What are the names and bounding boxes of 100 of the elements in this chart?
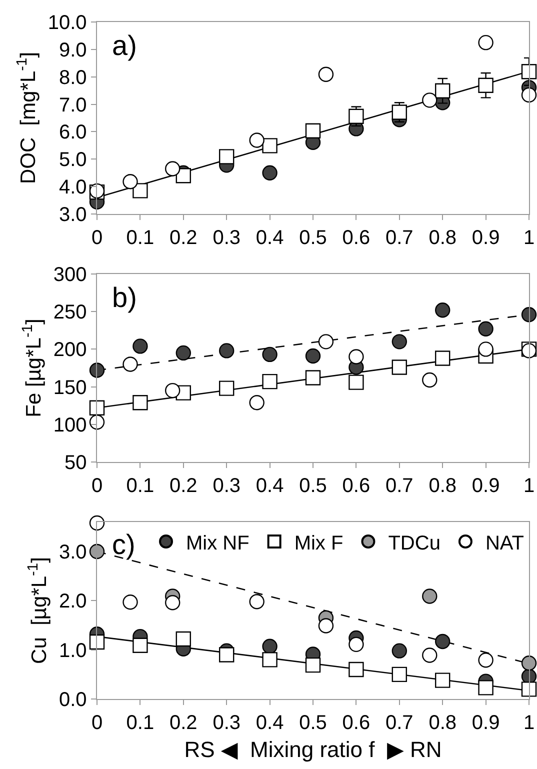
point (435, 83, 450, 98)
x-tick-label: 0.8 (428, 227, 457, 250)
point (262, 374, 278, 390)
legend-label: TDCu (388, 532, 440, 554)
x-axis-title: RS ◀ Mixing ratio f ▶ RN (184, 737, 442, 762)
point (478, 680, 494, 696)
legend-label: Mix NF (186, 532, 250, 554)
point (132, 638, 148, 654)
x-tick-label: 0.6 (342, 227, 370, 250)
y-tick-label: 0.0 (58, 689, 87, 711)
point (318, 618, 334, 634)
x-tick-label: 0.1 (126, 475, 154, 498)
point (219, 343, 234, 358)
x-tick-label: 0.3 (212, 227, 241, 250)
point (348, 636, 364, 652)
y-tick-label: 50 (64, 452, 87, 474)
x-tick-label: 0.2 (169, 227, 198, 250)
point (219, 380, 234, 396)
x-tick-label: 0.1 (126, 227, 154, 250)
y-tick-label: 9.0 (58, 39, 87, 62)
x-tick-label: 0.2 (169, 712, 198, 734)
x-tick-label: 0.7 (385, 227, 414, 250)
x-tick-label: 0.8 (428, 712, 457, 734)
point (521, 64, 537, 80)
x-tick-label: 0.4 (256, 227, 284, 250)
x-tick-label: 0.3 (212, 712, 241, 734)
point (165, 595, 180, 610)
x-tick-label: 1 (523, 227, 535, 250)
point (305, 657, 321, 673)
point (478, 321, 494, 336)
point (435, 302, 450, 318)
legend-label: NAT (485, 532, 524, 554)
point (422, 588, 438, 604)
point (521, 682, 537, 697)
x-tick-label: 0.5 (299, 712, 327, 734)
point (89, 400, 105, 416)
x-tick-label: 1 (523, 475, 535, 498)
x-tick-label: 0.5 (299, 475, 327, 498)
x-tick-label: 0.7 (385, 475, 414, 498)
x-tick-label: 0 (91, 227, 103, 250)
x-tick-label: 0.3 (212, 475, 241, 498)
x-tick-label: 0.4 (256, 712, 284, 734)
y-tick-label: 4.0 (58, 176, 87, 199)
x-tick-label: 0.1 (126, 712, 154, 734)
x-tick-label: 0 (91, 712, 103, 734)
y-tick-label: 8.0 (58, 66, 87, 89)
point (392, 334, 407, 350)
x-tick-label: 0.8 (428, 475, 457, 498)
point (89, 362, 105, 378)
point (132, 394, 148, 410)
y-tick-label: 2.0 (58, 590, 87, 613)
x-tick-label: 0.2 (169, 475, 198, 498)
y-tick-label: 100 (53, 414, 87, 436)
annotation: b) (112, 282, 137, 313)
legend-label: Mix F (294, 532, 344, 554)
y-tick-label: 1.0 (58, 640, 87, 662)
point (392, 643, 407, 658)
x-tick-label: 0.6 (342, 475, 370, 498)
point (219, 149, 234, 164)
point (435, 672, 450, 688)
x-tick-label: 0.9 (472, 475, 500, 498)
y-tick-label: 3.0 (58, 542, 87, 564)
point (392, 666, 407, 682)
x-tick-label: 0.6 (342, 712, 370, 734)
point (521, 87, 537, 103)
point (262, 138, 278, 154)
y-tick-label: 150 (53, 376, 87, 399)
point (219, 647, 234, 662)
point (478, 78, 494, 93)
point (392, 360, 407, 375)
y-tick-label: 250 (53, 302, 87, 324)
x-tick-label: 1 (523, 712, 535, 734)
x-tick-label: 0 (91, 475, 103, 498)
point (435, 634, 450, 650)
x-tick-label: 0.9 (472, 712, 500, 734)
point (262, 346, 278, 362)
point (305, 370, 321, 386)
point (262, 652, 278, 668)
x-tick-label: 0.7 (385, 712, 414, 734)
point (348, 108, 364, 124)
point (262, 638, 278, 654)
point (132, 338, 148, 354)
point (176, 168, 191, 184)
y-tick-label: 6.0 (58, 122, 87, 144)
point (176, 345, 191, 361)
y-tick-label: 10.0 (48, 12, 87, 34)
point (305, 348, 321, 364)
x-tick-label: 0.4 (256, 475, 284, 498)
point (435, 350, 450, 366)
y-tick-label: 3.0 (58, 204, 87, 226)
annotation: c) (112, 529, 136, 560)
point (478, 342, 494, 357)
y-tick-label: 7.0 (58, 94, 87, 116)
y-tick-label: 200 (53, 339, 87, 362)
point (305, 123, 321, 138)
point (521, 307, 537, 322)
point (521, 656, 537, 671)
annotation: a) (112, 30, 137, 61)
point (348, 662, 364, 678)
x-tick-label: 0.5 (299, 227, 327, 250)
